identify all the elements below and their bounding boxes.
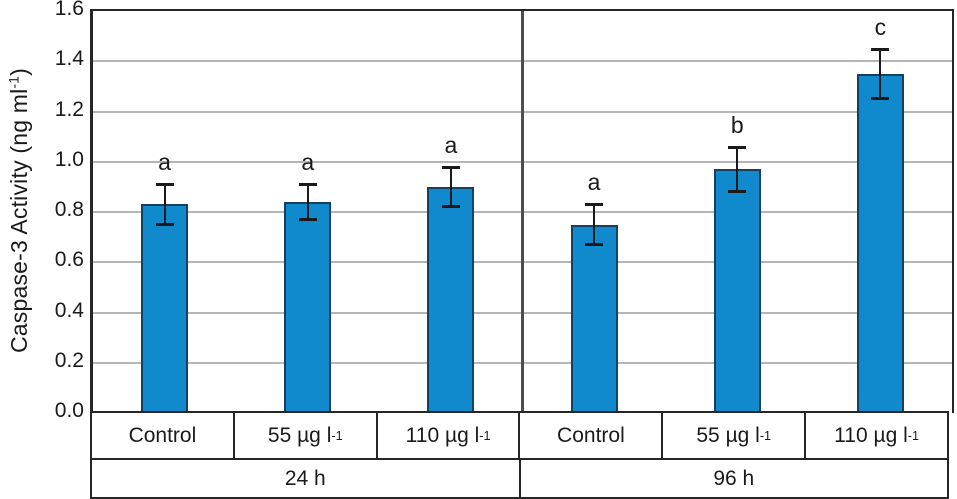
bar <box>856 73 904 413</box>
y-tick-label: 0.6 <box>54 248 84 272</box>
time-label-row: 24 h 96 h <box>90 458 949 499</box>
error-bar <box>879 48 882 99</box>
y-tick-label: 0.4 <box>54 298 84 322</box>
y-tick-label: 1.4 <box>54 47 84 71</box>
error-cap <box>871 47 890 51</box>
significance-letter: c <box>874 13 887 40</box>
significance-letter: a <box>587 169 601 196</box>
treatment-cell: 110 µg l -1 <box>377 413 521 458</box>
group-divider <box>521 11 524 413</box>
error-cap <box>298 217 317 221</box>
significance-letter: a <box>158 149 171 176</box>
time-cell: 24 h <box>92 460 521 497</box>
treatment-cell: 110 µg l -1 <box>806 413 947 458</box>
significance-letter: a <box>444 131 458 158</box>
error-cap <box>871 96 890 100</box>
error-cap <box>728 145 747 149</box>
bar <box>713 169 761 413</box>
error-cap <box>155 183 174 187</box>
bar <box>570 224 618 413</box>
error-bar <box>449 166 452 207</box>
treatment-label-row: Control 55 µg l -1 110 µg l -1 Control 55 µg l… <box>90 411 949 458</box>
significance-letter: a <box>301 149 315 176</box>
y-tick-label: 1.0 <box>54 147 84 171</box>
y-tick-label: 1.6 <box>54 0 84 20</box>
y-tick-label: 0.8 <box>54 198 84 221</box>
error-bar <box>163 184 166 225</box>
error-bar <box>736 146 739 192</box>
y-tick-label: 1.2 <box>54 97 84 121</box>
error-cap <box>298 183 317 187</box>
error-cap <box>585 203 604 207</box>
time-cell: 96 h <box>520 460 947 497</box>
error-cap <box>155 222 174 226</box>
y-tick-label: 0.2 <box>54 348 84 372</box>
y-tick-label: 0.0 <box>54 399 84 422</box>
bar <box>141 204 189 413</box>
error-bar <box>593 204 596 245</box>
plot-area: a a a a b c <box>90 9 954 413</box>
significance-letter: b <box>730 111 744 138</box>
y-axis-title-superscript: -1 <box>5 75 21 89</box>
treatment-cell: 55 µg l -1 <box>234 413 378 458</box>
error-cap <box>441 204 460 208</box>
error-cap <box>441 165 460 169</box>
x-axis-table: Control 55 µg l -1 110 µg l -1 Control 55 µg l… <box>90 411 949 499</box>
bar <box>427 186 475 413</box>
bar <box>284 201 332 413</box>
error-bar <box>306 184 309 220</box>
treatment-cell: Control <box>520 413 664 458</box>
treatment-cell: Control <box>92 413 235 458</box>
treatment-cell: 55 µg l -1 <box>663 413 807 458</box>
error-cap <box>585 242 604 246</box>
error-cap <box>728 189 747 193</box>
